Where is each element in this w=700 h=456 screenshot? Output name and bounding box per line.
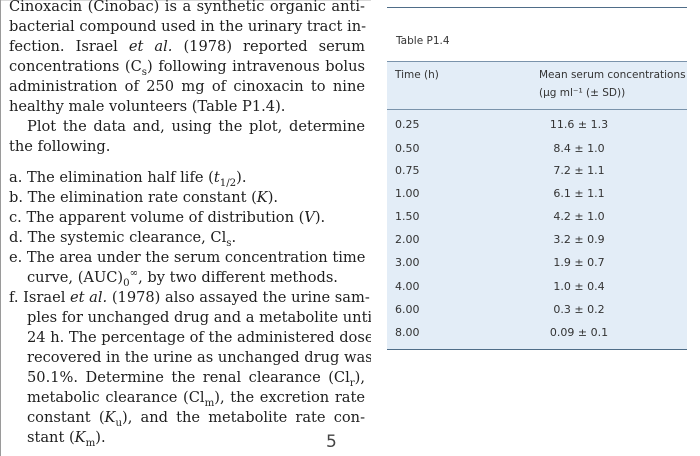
question-item-f-cont: ples for unchanged drug and a metabolite… [27,309,371,326]
cell-time: 4.00 [395,280,420,293]
cell-time: 1.00 [395,187,420,200]
cell-concentration: 6.1 ± 1.1 [553,187,605,200]
question-item-f-cont: metabolic clearance (Clm), the excretion… [27,389,366,409]
question-item-e: e. The area under the serum concentratio… [9,249,366,266]
text-line: administration of 250 mg of cinoxacin to… [9,78,365,95]
column-header-concentration-unit: (μg ml⁻¹ (± SD)) [539,87,626,99]
cell-time: 8.00 [395,326,420,339]
table-caption: Table P1.4 [396,35,450,47]
question-item-f-cont: stant (Km). [27,429,106,449]
question-item-a: a. The elimination half life (t1/2). [9,169,247,189]
cell-time: 1.50 [395,210,420,223]
cell-concentration: 0.3 ± 0.2 [553,303,605,316]
cell-time: 6.00 [395,303,420,316]
cell-time: 0.25 [395,118,420,131]
question-item-f-cont: 24 h. The percentage of the administered… [27,329,371,346]
text-line: the following. [9,138,111,155]
cell-time: 0.50 [395,142,420,155]
cell-concentration: 1.0 ± 0.4 [553,280,605,293]
question-item-f-cont: 50.1%. Determine the renal clearance (Cl… [27,369,365,389]
page-number: 5 [326,432,337,452]
question-item-e-cont: curve, (AUC)0∞, by two different methods… [27,268,338,289]
text-line: Cinoxacin (Cinobac) is a synthetic organ… [9,0,365,15]
question-item-f: f. Israel et al. (1978) also assayed the… [9,289,370,306]
column-header-concentration: Mean serum concentrations [539,69,686,81]
header-rule [387,61,687,62]
cell-time: 0.75 [395,164,420,177]
caption-band: Table P1.4 [387,8,687,61]
top-rule [1,0,371,1]
text-line: fection. Israel et al. (1978) reported s… [9,38,365,55]
cell-time: 2.00 [395,233,420,246]
cell-concentration: 0.09 ± 0.1 [549,326,609,339]
data-table: Table P1.4 Time (h) Mean serum concentra… [387,7,687,350]
text-line: concentrations (Cs) following intravenou… [9,58,365,78]
header-rule [387,109,687,110]
question-item-c: c. The apparent volume of distribution (… [9,209,326,226]
cell-concentration: 11.6 ± 1.3 [549,118,609,131]
question-item-f-cont: constant (Ku), and the metabolite rate c… [27,409,366,429]
column-header-time: Time (h) [395,69,439,81]
cell-concentration: 3.2 ± 0.9 [553,233,605,246]
text-line: bacterial compound used in the urinary t… [9,18,367,35]
text-line: healthy male volunteers (Table P1.4). [9,98,286,115]
question-item-f-cont: recovered in the urine as unchanged drug… [27,349,371,366]
cell-concentration: 1.9 ± 0.7 [553,256,605,269]
table-body [387,61,687,349]
problem-text-column: Cinoxacin (Cinobac) is a synthetic organ… [0,0,371,456]
text-line: Plot the data and, using the plot, deter… [27,118,365,135]
cell-concentration: 7.2 ± 1.1 [553,164,605,177]
question-item-b: b. The elimination rate constant (K). [9,189,279,206]
cell-time: 3.00 [395,256,420,269]
cell-concentration: 8.4 ± 1.0 [553,142,605,155]
cell-concentration: 4.2 ± 1.0 [553,210,605,223]
question-item-d: d. The systemic clearance, Cls. [9,229,237,249]
